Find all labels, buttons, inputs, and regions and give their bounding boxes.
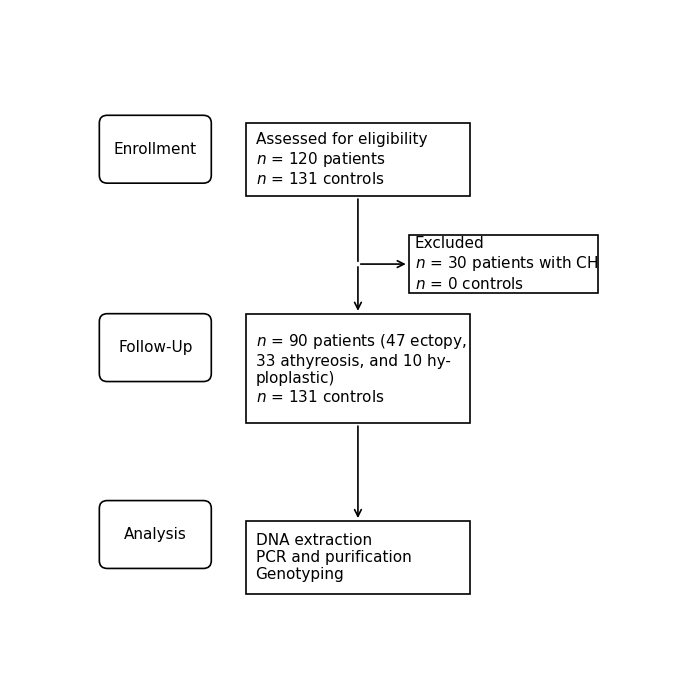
FancyBboxPatch shape (246, 123, 470, 196)
FancyBboxPatch shape (409, 235, 598, 293)
Text: Excluded
$n$ = 30 patients with CH
$n$ = 0 controls: Excluded $n$ = 30 patients with CH $n$ =… (415, 237, 599, 292)
FancyBboxPatch shape (246, 521, 470, 594)
Text: Assessed for eligibility
$n$ = 120 patients
$n$ = 131 controls: Assessed for eligibility $n$ = 120 patie… (255, 132, 427, 187)
FancyBboxPatch shape (246, 314, 470, 423)
FancyBboxPatch shape (99, 314, 211, 382)
FancyBboxPatch shape (99, 500, 211, 568)
FancyBboxPatch shape (99, 115, 211, 183)
Text: $n$ = 90 patients (47 ectopy,
33 athyreosis, and 10 hy-
ploplastic)
$n$ = 131 co: $n$ = 90 patients (47 ectopy, 33 athyreo… (255, 332, 466, 405)
Text: Follow-Up: Follow-Up (118, 340, 193, 355)
Text: Enrollment: Enrollment (114, 142, 197, 157)
Text: DNA extraction
PCR and purification
Genotyping: DNA extraction PCR and purification Geno… (255, 533, 411, 582)
Text: Analysis: Analysis (124, 527, 186, 542)
